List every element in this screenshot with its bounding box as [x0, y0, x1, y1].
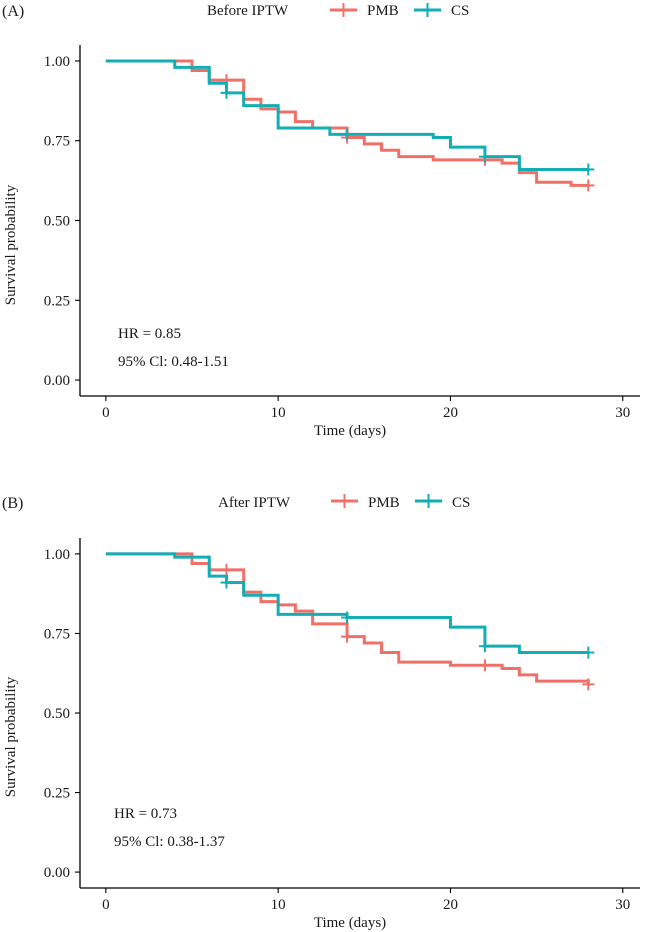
- x-tick-label-a-0: 0: [102, 405, 110, 421]
- censor-mark-pmb-b-3: [582, 678, 595, 691]
- x-tick-label-b-1: 10: [271, 897, 286, 913]
- y-tick-label-a-0: 0.00: [44, 373, 70, 389]
- y-tick-label-b-1: 0.25: [44, 786, 70, 802]
- axis-ticks-a: 0 10 20 30 0.00 0.25 0.50 0.75 1.00: [44, 54, 631, 421]
- legend-key-pmb-b: [331, 494, 358, 508]
- censor-mark-cs-a-2: [478, 150, 491, 163]
- km-curve-cs-a: [105, 59, 589, 171]
- y-tick-label-b-2: 0.50: [44, 706, 70, 722]
- legend-title-b: After IPTW: [218, 495, 291, 511]
- panel-label-a: (A): [2, 3, 24, 20]
- y-tick-label-a-3: 0.75: [44, 134, 70, 150]
- x-tick-label-a-1: 10: [271, 405, 286, 421]
- legend-label-cs-a: CS: [451, 3, 469, 19]
- y-axis-title-a: Survival probability: [3, 184, 19, 305]
- curves-b: [105, 552, 595, 691]
- censor-mark-pmb-b-0: [220, 563, 233, 576]
- y-tick-label-a-4: 1.00: [44, 54, 70, 70]
- panel-label-b: (B): [2, 495, 23, 512]
- curves-a: [105, 59, 595, 192]
- hr-annotation-b: HR = 0.73: [114, 806, 177, 822]
- km-curve-pmb-a: [105, 59, 589, 187]
- censor-mark-pmb-b-1: [341, 630, 354, 643]
- y-tick-label-b-3: 0.75: [44, 626, 70, 642]
- censor-mark-pmb-b-2: [478, 659, 491, 672]
- censor-mark-cs-b-2: [478, 640, 491, 653]
- legend-title-a: Before IPTW: [207, 3, 289, 19]
- y-axis-title-b: Survival probability: [3, 676, 19, 797]
- legend-label-pmb-b: PMB: [368, 495, 400, 511]
- censor-mark-cs-a-0: [220, 86, 233, 99]
- legend-label-cs-b: CS: [452, 495, 470, 511]
- legend-key-pmb-a: [330, 3, 357, 17]
- censor-mark-cs-b-0: [220, 576, 233, 589]
- x-axis-title-b: Time (days): [314, 915, 386, 931]
- censor-mark-cs-a-1: [341, 128, 354, 141]
- y-tick-label-a-2: 0.50: [44, 214, 70, 230]
- hr-annotation-a: HR = 0.85: [118, 326, 181, 342]
- x-tick-label-b-2: 20: [443, 897, 458, 913]
- censor-mark-cs-b-3: [582, 646, 595, 659]
- panel-a: (A) Before IPTW PMB CS 0 10 20 30 0.00 0.25 0.…: [2, 3, 640, 439]
- y-tick-label-b-0: 0.00: [44, 865, 70, 881]
- legend-a: Before IPTW PMB CS: [207, 3, 469, 19]
- y-tick-label-a-1: 0.25: [44, 293, 70, 309]
- km-curve-cs-b: [105, 552, 589, 655]
- panel-b: (B) After IPTW PMB CS 0 10 20 30 0.00 0.25 0.5…: [2, 494, 640, 931]
- censor-mark-cs-b-1: [341, 611, 354, 624]
- legend-label-pmb-a: PMB: [367, 3, 399, 19]
- axis-ticks-b: 0 10 20 30 0.00 0.25 0.50 0.75 1.00: [44, 547, 631, 913]
- legend-key-cs-a: [414, 3, 441, 17]
- legend-b: After IPTW PMB CS: [218, 494, 470, 511]
- x-tick-label-b-0: 0: [102, 897, 110, 913]
- ci-annotation-b: 95% Cl: 0.38-1.37: [114, 834, 225, 850]
- y-tick-label-b-4: 1.00: [44, 547, 70, 563]
- censor-mark-pmb-a-3: [582, 179, 595, 192]
- x-tick-label-a-2: 20: [443, 405, 458, 421]
- x-tick-label-b-3: 30: [615, 897, 630, 913]
- x-tick-label-a-3: 30: [615, 405, 630, 421]
- censor-mark-cs-a-3: [582, 163, 595, 176]
- x-axis-title-a: Time (days): [314, 423, 386, 439]
- ci-annotation-a: 95% Cl: 0.48-1.51: [118, 354, 229, 370]
- legend-key-cs-b: [415, 494, 442, 508]
